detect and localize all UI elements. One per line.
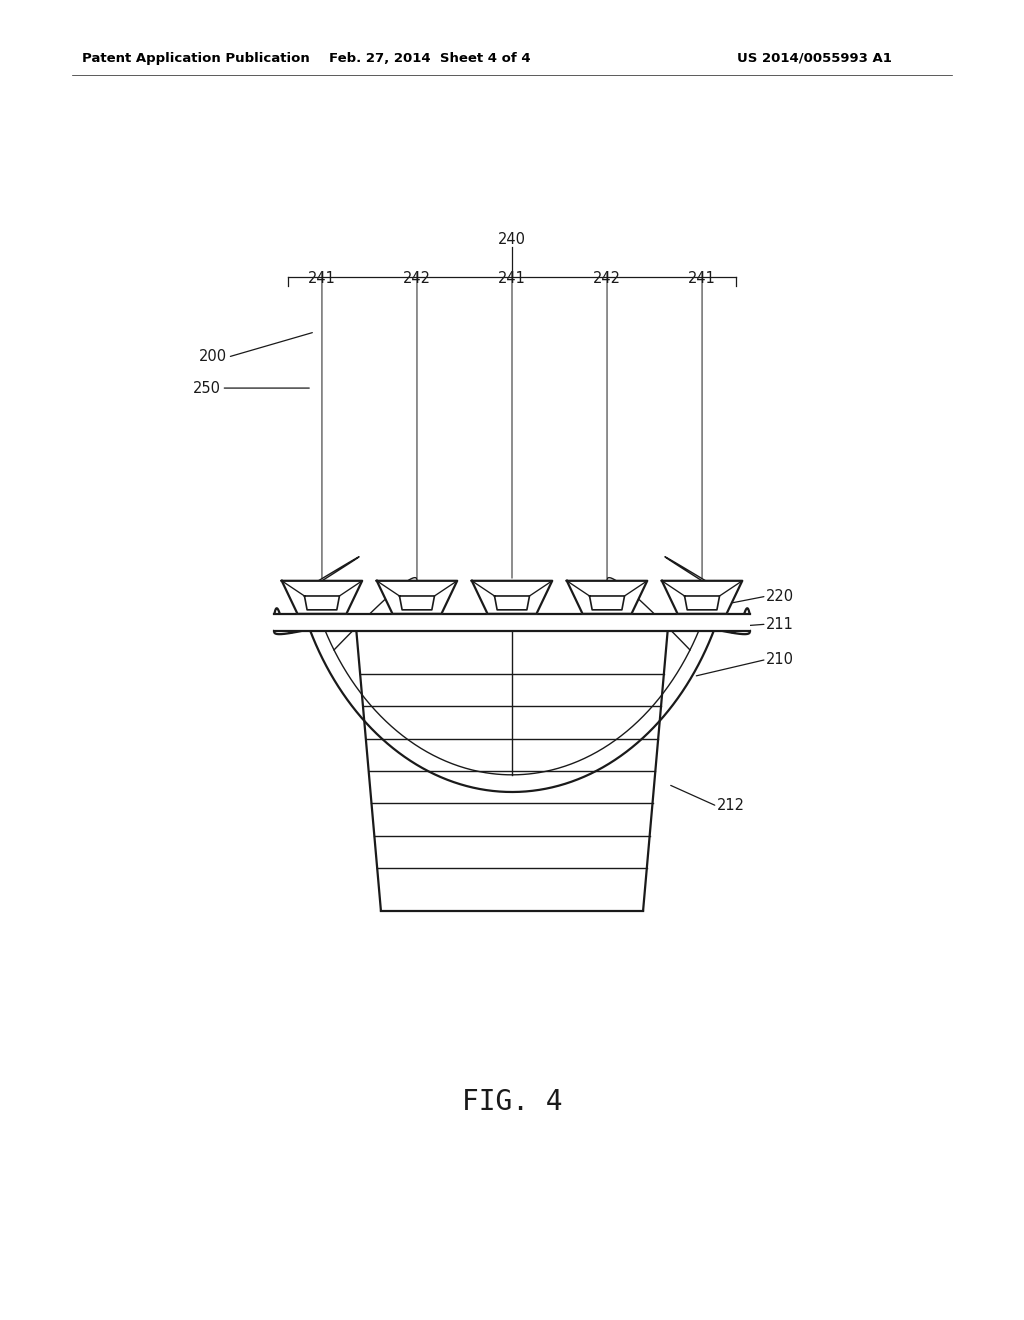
Text: 241: 241 <box>688 271 716 285</box>
Polygon shape <box>495 597 529 610</box>
Text: 242: 242 <box>593 271 621 285</box>
Text: Feb. 27, 2014  Sheet 4 of 4: Feb. 27, 2014 Sheet 4 of 4 <box>330 51 530 65</box>
Polygon shape <box>377 581 457 614</box>
Polygon shape <box>685 597 720 610</box>
Text: 220: 220 <box>766 589 794 605</box>
Polygon shape <box>567 581 647 614</box>
Text: 241: 241 <box>308 271 336 285</box>
Text: 210: 210 <box>766 652 794 668</box>
Text: 240: 240 <box>498 232 526 247</box>
Text: 212: 212 <box>717 797 744 813</box>
Text: 200: 200 <box>200 348 227 364</box>
Polygon shape <box>662 581 742 614</box>
Text: FIG. 4: FIG. 4 <box>462 1088 562 1117</box>
Text: 241: 241 <box>498 271 526 285</box>
Polygon shape <box>304 597 339 610</box>
Polygon shape <box>399 597 434 610</box>
Text: 242: 242 <box>403 271 431 285</box>
Bar <box>274 614 750 631</box>
Polygon shape <box>472 581 552 614</box>
Text: 250: 250 <box>194 380 221 396</box>
Text: 211: 211 <box>766 616 794 632</box>
Text: US 2014/0055993 A1: US 2014/0055993 A1 <box>737 51 892 65</box>
Polygon shape <box>282 581 362 614</box>
Polygon shape <box>590 597 625 610</box>
Text: Patent Application Publication: Patent Application Publication <box>82 51 309 65</box>
